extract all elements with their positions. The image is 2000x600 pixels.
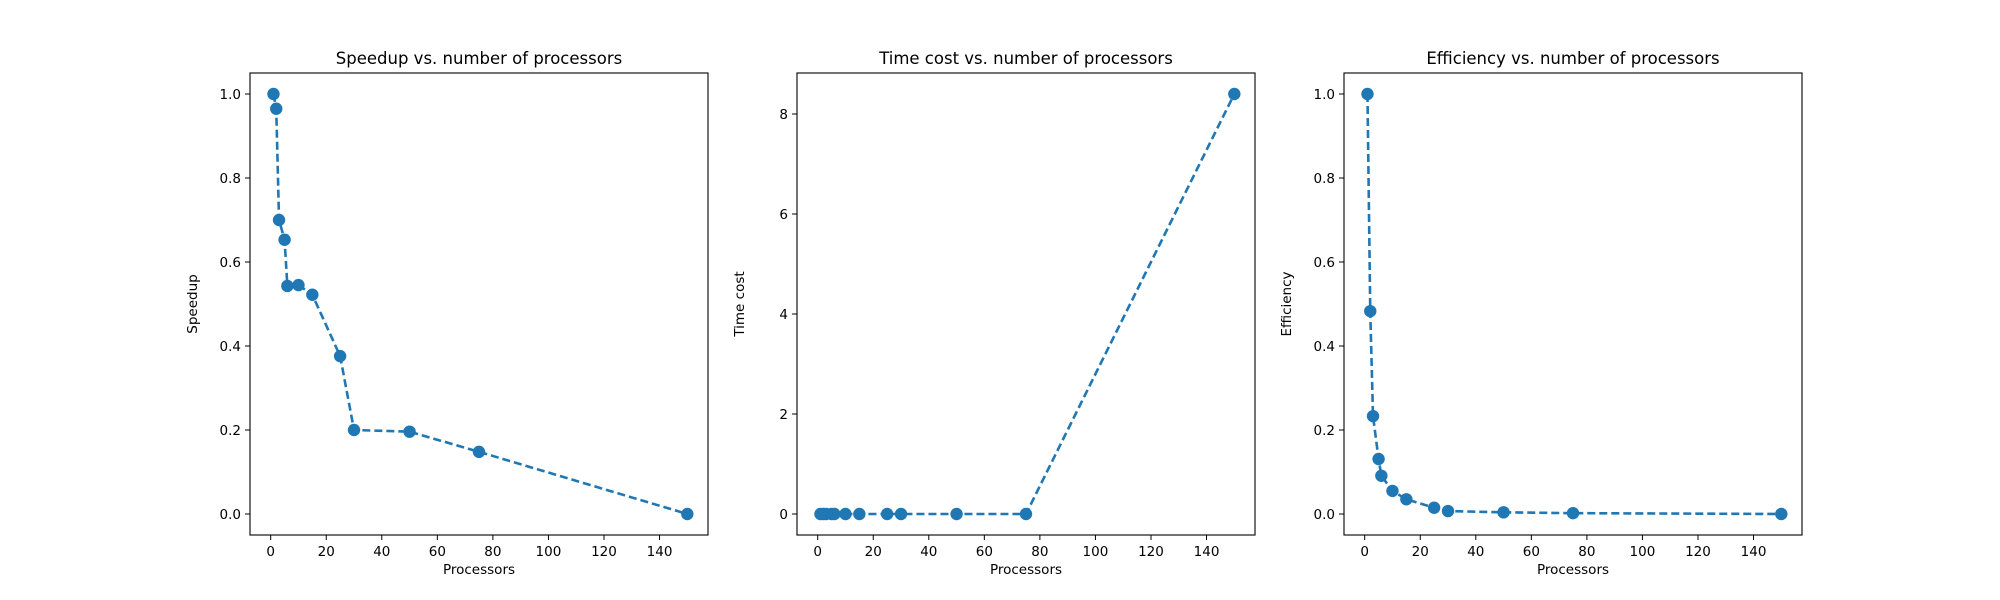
data-point xyxy=(1775,507,1788,521)
x-tick-label: 80 xyxy=(1031,544,1048,560)
data-point xyxy=(1427,501,1441,514)
x-tick-label: 60 xyxy=(1523,544,1540,560)
data-point xyxy=(270,102,283,115)
data-point xyxy=(1372,452,1385,466)
data-point xyxy=(1361,87,1374,101)
data-point xyxy=(1364,304,1377,318)
chart-title: Efficiency vs. number of processors xyxy=(1426,49,1719,68)
x-tick-label: 140 xyxy=(1194,544,1220,560)
axes-frame xyxy=(249,72,709,536)
series-line xyxy=(1366,93,1782,516)
x-tick-label: 40 xyxy=(1467,544,1484,560)
y-axis-label: Time cost xyxy=(732,271,748,337)
series-line xyxy=(820,93,1236,516)
data-point xyxy=(1441,504,1455,518)
y-tick-label: 0.8 xyxy=(1314,171,1335,187)
data-point xyxy=(272,213,286,227)
y-tick-label: 8 xyxy=(779,107,788,123)
data-point xyxy=(894,507,908,521)
chart-panel-2: 0 20 40 60 80 100 120 140 0 2 4 6 8 Time cost vs. num… xyxy=(732,49,1256,578)
data-point xyxy=(1497,506,1510,519)
x-tick-label: 20 xyxy=(318,544,335,560)
x-tick-label: 120 xyxy=(1685,544,1711,560)
x-axis-label: Processors xyxy=(990,562,1062,578)
axes-frame xyxy=(1343,72,1803,536)
y-tick-label: 0.0 xyxy=(220,507,241,523)
data-point xyxy=(306,288,319,301)
chart-title: Speedup vs. number of processors xyxy=(336,49,622,68)
y-tick-label: 1.0 xyxy=(220,87,241,103)
data-point xyxy=(880,507,894,521)
x-tick-label: 140 xyxy=(647,544,673,560)
data-point xyxy=(839,507,852,521)
y-tick-label: 0 xyxy=(779,507,788,523)
y-tick-label: 0.6 xyxy=(1314,255,1335,271)
x-tick-label: 20 xyxy=(1412,544,1429,560)
x-tick-label: 100 xyxy=(536,544,562,560)
y-tick-label: 1.0 xyxy=(1314,87,1335,103)
data-point xyxy=(281,279,294,293)
data-point xyxy=(1400,493,1413,506)
y-tick-label: 0.8 xyxy=(220,171,241,187)
data-point xyxy=(950,507,963,521)
data-point xyxy=(681,507,694,521)
x-tick-label: 120 xyxy=(1138,544,1164,560)
data-point xyxy=(1386,484,1399,498)
x-tick-label: 20 xyxy=(865,544,882,560)
y-tick-label: 0.4 xyxy=(1314,339,1335,355)
y-tick-label: 0.6 xyxy=(220,255,241,271)
y-tick-label: 6 xyxy=(779,207,788,223)
x-tick-label: 60 xyxy=(429,544,446,560)
data-point xyxy=(1375,469,1388,482)
x-tick-label: 40 xyxy=(920,544,937,560)
x-tick-label: 0 xyxy=(1360,544,1369,560)
data-point xyxy=(403,425,416,438)
x-tick-label: 0 xyxy=(813,544,822,560)
data-point xyxy=(333,349,347,363)
y-tick-label: 4 xyxy=(779,307,788,323)
x-axis-label: Processors xyxy=(1537,562,1609,578)
data-point xyxy=(853,507,866,521)
data-point xyxy=(828,507,841,521)
x-tick-label: 100 xyxy=(1083,544,1109,560)
data-point xyxy=(292,278,305,292)
data-point xyxy=(1366,409,1380,423)
x-axis-label: Processors xyxy=(443,562,515,578)
y-tick-label: 2 xyxy=(779,407,788,423)
chart-panel-1: 0 20 40 60 80 100 120 140 0.0 0.2 0.4 0.6 0.8 1.0 Spee… xyxy=(185,49,709,578)
chart-panel-3: 0 20 40 60 80 100 120 140 0.0 0.2 0.4 0.6 0.8 1.0 Effi… xyxy=(1279,49,1803,578)
x-tick-label: 40 xyxy=(373,544,390,560)
chart-title: Time cost vs. number of processors xyxy=(878,49,1173,68)
data-point xyxy=(1566,506,1580,520)
x-tick-label: 80 xyxy=(484,544,501,560)
data-point xyxy=(472,445,486,459)
axes-frame xyxy=(796,72,1256,536)
y-tick-label: 0.2 xyxy=(220,423,241,439)
x-tick-label: 60 xyxy=(976,544,993,560)
y-tick-label: 0.4 xyxy=(220,339,241,355)
y-axis-label: Efficiency xyxy=(1279,271,1295,336)
y-tick-label: 0.2 xyxy=(1314,423,1335,439)
data-point xyxy=(267,87,280,101)
y-axis-label: Speedup xyxy=(185,274,201,333)
x-tick-label: 0 xyxy=(266,544,275,560)
x-tick-label: 80 xyxy=(1578,544,1595,560)
y-tick-label: 0.0 xyxy=(1314,507,1335,523)
data-point xyxy=(278,233,291,246)
data-point xyxy=(1019,507,1033,521)
x-tick-label: 100 xyxy=(1630,544,1656,560)
data-point xyxy=(347,423,361,437)
x-tick-label: 140 xyxy=(1741,544,1767,560)
x-tick-label: 120 xyxy=(591,544,617,560)
data-point xyxy=(1228,87,1241,101)
